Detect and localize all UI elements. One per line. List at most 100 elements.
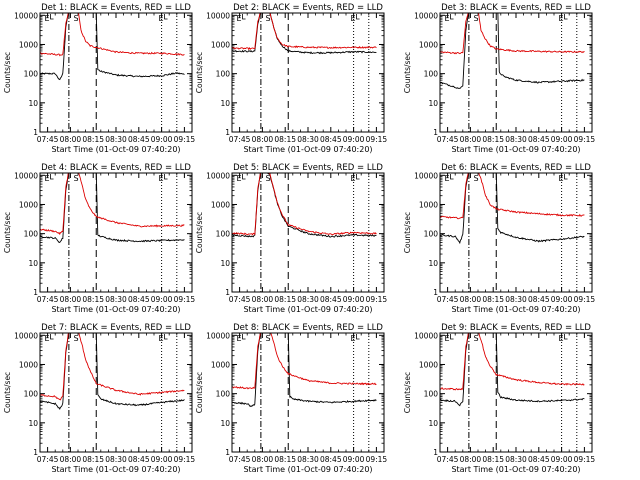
marker-bracket	[50, 14, 54, 20]
y-tick-label: 1	[433, 448, 438, 457]
x-tick-label: 07:45	[37, 455, 59, 464]
x-tick-label: 08:45	[320, 455, 342, 464]
y-tick-label: 100	[24, 70, 39, 79]
x-tick-label: 09:00	[343, 455, 365, 464]
panel-title: Det 4: BLACK = Events, RED = LLD	[41, 163, 191, 173]
x-tick-label: 08:00	[252, 295, 274, 304]
y-tick-label: 10000	[414, 11, 438, 20]
marker-letter-E: E	[45, 334, 50, 343]
x-tick-label: 07:45	[229, 295, 251, 304]
marker-letter-S: S	[265, 334, 270, 343]
x-tick-label: 09:15	[574, 295, 596, 304]
panel-title: Det 3: BLACK = Events, RED = LLD	[441, 3, 591, 13]
x-tick-label: 09:00	[551, 455, 573, 464]
y-tick-label: 1	[225, 128, 230, 137]
marker-bracket	[50, 174, 54, 180]
x-tick-label: 07:45	[437, 455, 459, 464]
x-tick-label: 07:45	[437, 295, 459, 304]
x-tick-label: 08:45	[320, 295, 342, 304]
x-tick-label: 08:45	[528, 455, 550, 464]
marker-bracket	[356, 174, 360, 180]
y-axis-label: Counts/sec	[403, 372, 412, 413]
data-layer	[440, 173, 585, 245]
x-tick-label: 08:30	[505, 455, 527, 464]
x-tick-label: 09:00	[551, 295, 573, 304]
panel-det-2: Det 2: BLACK = Events, RED = LLD 1 10 100 10…	[195, 3, 387, 154]
marker-letter-E: E	[559, 14, 564, 23]
y-tick-label: 1000	[419, 200, 438, 209]
x-tick-label: 08:15	[274, 135, 296, 144]
x-tick-label: 08:45	[528, 135, 550, 144]
marker-letter-E: E	[351, 14, 356, 23]
marker-letter-E: E	[159, 174, 164, 183]
panel-det-4: Det 4: BLACK = Events, RED = LLD 1 10 100 10…	[3, 163, 195, 314]
events-series-line	[440, 173, 585, 245]
x-tick-label: 08:15	[482, 455, 504, 464]
y-tick-label: 10	[220, 419, 230, 428]
panel-det-8: Det 8: BLACK = Events, RED = LLD 1 10 100 10…	[195, 323, 387, 474]
x-tick-label: 08:00	[60, 135, 82, 144]
x-tick-label: 08:00	[460, 295, 482, 304]
events-series-line	[440, 333, 585, 407]
lld-series-line	[40, 13, 185, 57]
lld-series-line	[232, 13, 377, 51]
x-tick-label: 09:00	[343, 135, 365, 144]
plot-frame	[231, 12, 385, 133]
y-tick-label: 1000	[419, 40, 438, 49]
panel-det-1: Det 1: BLACK = Events, RED = LLD 1 10 100 10…	[3, 3, 195, 154]
marker-bracket	[164, 14, 168, 20]
x-tick-label: 08:00	[252, 135, 274, 144]
marker-letter-E: E	[559, 174, 564, 183]
x-tick-label: 07:45	[37, 135, 59, 144]
x-tick-label: 09:15	[366, 455, 388, 464]
x-tick-label: 08:15	[482, 295, 504, 304]
y-tick-label: 10000	[206, 331, 230, 340]
x-tick-label: 08:30	[105, 295, 127, 304]
x-tick-label: 07:45	[437, 135, 459, 144]
lld-series-line	[40, 173, 185, 236]
plot-frame	[439, 12, 593, 133]
x-axis-label: Start Time (01-Oct-09 07:40:20)	[243, 305, 372, 314]
x-tick-label: 08:15	[82, 455, 104, 464]
marker-letter-S: S	[265, 14, 270, 23]
marker-letter-S: S	[73, 14, 78, 23]
marker-letter-S: S	[473, 334, 478, 343]
panel-title: Det 6: BLACK = Events, RED = LLD	[441, 163, 591, 173]
x-tick-label: 09:15	[366, 295, 388, 304]
x-tick-label: 09:00	[151, 455, 173, 464]
y-tick-label: 10	[220, 99, 230, 108]
panel-det-5: Det 5: BLACK = Events, RED = LLD 1 10 100 10…	[195, 163, 387, 314]
marker-letter-E: E	[159, 334, 164, 343]
y-axis-label: Counts/sec	[195, 372, 204, 413]
x-tick-label: 08:45	[128, 455, 150, 464]
x-tick-label: 08:00	[60, 455, 82, 464]
x-tick-label: 09:00	[151, 295, 173, 304]
y-tick-label: 10	[428, 99, 438, 108]
lld-series-line	[440, 333, 585, 391]
events-series-line	[232, 333, 377, 408]
y-tick-label: 1000	[419, 360, 438, 369]
x-tick-label: 09:00	[551, 135, 573, 144]
marker-bracket	[242, 174, 246, 180]
x-tick-label: 08:00	[460, 455, 482, 464]
y-tick-label: 100	[24, 230, 39, 239]
events-series-line	[440, 13, 585, 89]
marker-letter-E: E	[159, 14, 164, 23]
marker-bracket	[164, 334, 168, 340]
plot-frame	[39, 12, 193, 133]
y-tick-label: 10000	[14, 171, 38, 180]
panel-title: Det 7: BLACK = Events, RED = LLD	[41, 323, 191, 333]
marker-bracket	[356, 14, 360, 20]
x-axis-label: Start Time (01-Oct-09 07:40:20)	[451, 305, 580, 314]
y-tick-label: 100	[424, 390, 439, 399]
y-tick-label: 1000	[19, 200, 38, 209]
x-tick-label: 08:15	[274, 295, 296, 304]
y-tick-label: 1000	[19, 40, 38, 49]
marker-bracket	[450, 334, 454, 340]
lld-series-line	[232, 333, 377, 390]
y-tick-label: 10	[28, 99, 38, 108]
x-tick-label: 08:30	[297, 295, 319, 304]
x-tick-label: 09:00	[151, 135, 173, 144]
y-tick-label: 10	[28, 419, 38, 428]
